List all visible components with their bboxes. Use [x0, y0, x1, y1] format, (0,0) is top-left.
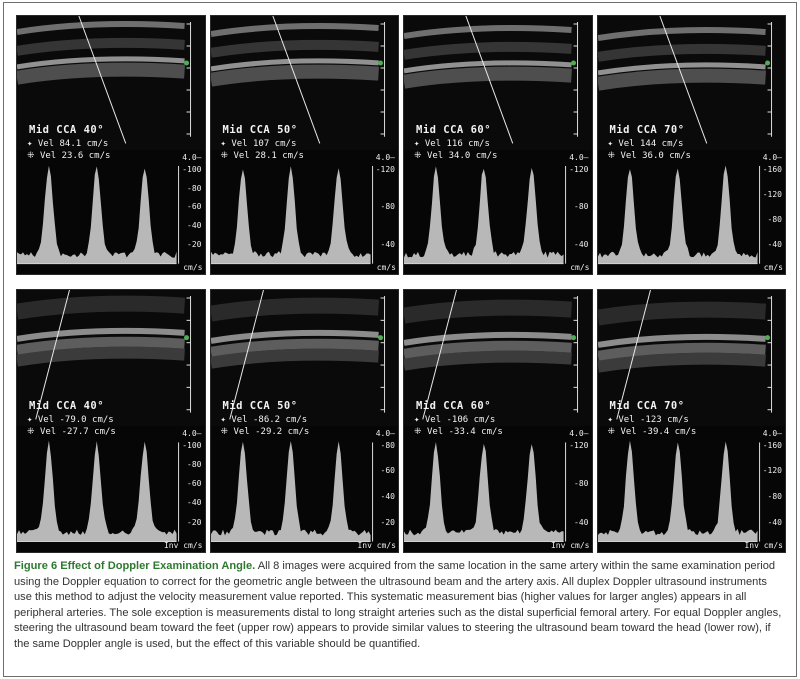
scale-top-label: 4.0– [182, 429, 201, 438]
velocity-scale: 4.0– -120 -80 -40 [559, 429, 589, 534]
scale-top-label: 4.0– [376, 153, 395, 162]
end-velocity-readout: ⁜ Vel -27.7 cm/s [27, 427, 116, 437]
bottom-row: Mid CCA 40° ✦ Vel -79.0 cm/s ⁜ Vel -27.7 c… [16, 289, 786, 553]
scale-tick-label: -120 [569, 441, 588, 450]
scale-tick-label: -60 [187, 479, 201, 488]
velocity-unit: cm/s [377, 263, 396, 272]
scale-top-label: 4.0– [569, 429, 588, 438]
end-velocity-readout: ⁜ Vel -33.4 cm/s [414, 427, 503, 437]
panel-title: Mid CCA 50° [223, 400, 298, 412]
scale-tick-label: -120 [569, 165, 588, 174]
scale-tick-label: -80 [187, 460, 201, 469]
scale-tick-label: -60 [381, 466, 395, 475]
scale-top-label: 4.0– [376, 429, 395, 438]
velocity-unit: cm/s [570, 263, 589, 272]
caption-text: All 8 images were acquired from the same… [14, 560, 781, 650]
velocity-unit: Inv cm/s [744, 541, 783, 550]
peak-velocity-readout: ✦ Vel 84.1 cm/s [27, 139, 108, 149]
caption-label: Figure 6 [14, 560, 57, 572]
scale-tick-label: -80 [574, 479, 588, 488]
scale-tick-label: -40 [768, 240, 782, 249]
scale-tick-label: -160 [763, 441, 782, 450]
panel-title: Mid CCA 40° [29, 400, 104, 412]
scale-tick-label: -40 [574, 518, 588, 527]
scale-tick-label: -120 [763, 190, 782, 199]
scale-tick-label: -40 [187, 498, 201, 507]
velocity-unit: Inv cm/s [357, 541, 396, 550]
caption-title: Effect of Doppler Examination Angle [60, 560, 252, 572]
panel-title: Mid CCA 40° [29, 124, 104, 136]
ultrasound-panel: Mid CCA 40° ✦ Vel -79.0 cm/s ⁜ Vel -27.7 c… [16, 289, 206, 553]
end-velocity-readout: ⁜ Vel 34.0 cm/s [414, 151, 497, 161]
scale-tick-label: -40 [381, 240, 395, 249]
ultrasound-panel: Mid CCA 40° ✦ Vel 84.1 cm/s ⁜ Vel 23.6 cm/… [16, 15, 206, 275]
scale-tick-label: -60 [187, 202, 201, 211]
scale-tick-label: -120 [376, 165, 395, 174]
scale-top-label: 4.0– [763, 429, 782, 438]
velocity-scale: 4.0– -100 -80 -60 -40 -20 [172, 153, 202, 256]
ultrasound-panel: Mid CCA 50° ✦ Vel 107 cm/s ⁜ Vel 28.1 cm/s… [210, 15, 400, 275]
scale-tick-label: -160 [763, 165, 782, 174]
peak-velocity-readout: ✦ Vel -106 cm/s [414, 415, 495, 425]
velocity-unit: Inv cm/s [551, 541, 590, 550]
ultrasound-panel: Mid CCA 70° ✦ Vel -123 cm/s ⁜ Vel -39.4 cm… [597, 289, 787, 553]
scale-tick-label: -120 [763, 466, 782, 475]
velocity-scale: 4.0– -160 -120 -80 -40 [752, 153, 782, 256]
peak-velocity-readout: ✦ Vel -123 cm/s [608, 415, 689, 425]
scale-top-label: 4.0– [763, 153, 782, 162]
scale-tick-label: -100 [182, 165, 201, 174]
scale-tick-label: -80 [381, 202, 395, 211]
velocity-scale: 4.0– -120 -80 -40 [559, 153, 589, 256]
panel-title: Mid CCA 70° [610, 124, 685, 136]
panel-title: Mid CCA 50° [223, 124, 298, 136]
peak-velocity-readout: ✦ Vel -79.0 cm/s [27, 415, 114, 425]
velocity-scale: 4.0– -120 -80 -40 [365, 153, 395, 256]
peak-velocity-readout: ✦ Vel 107 cm/s [221, 139, 297, 149]
velocity-unit: cm/s [183, 263, 202, 272]
scale-tick-label: -100 [182, 441, 201, 450]
scale-tick-label: -80 [574, 202, 588, 211]
ultrasound-panel: Mid CCA 50° ✦ Vel -86.2 cm/s ⁜ Vel -29.2 c… [210, 289, 400, 553]
peak-velocity-readout: ✦ Vel 116 cm/s [414, 139, 490, 149]
end-velocity-readout: ⁜ Vel 36.0 cm/s [608, 151, 691, 161]
peak-velocity-readout: ✦ Vel -86.2 cm/s [221, 415, 308, 425]
figure: Mid CCA 40° ✦ Vel 84.1 cm/s ⁜ Vel 23.6 cm/… [3, 2, 797, 677]
top-row: Mid CCA 40° ✦ Vel 84.1 cm/s ⁜ Vel 23.6 cm/… [16, 15, 786, 275]
end-velocity-readout: ⁜ Vel 28.1 cm/s [221, 151, 304, 161]
scale-tick-label: -80 [187, 184, 201, 193]
end-velocity-readout: ⁜ Vel -39.4 cm/s [608, 427, 697, 437]
scale-tick-label: -80 [768, 215, 782, 224]
velocity-scale: 4.0– -100 -80 -60 -40 -20 [172, 429, 202, 534]
scale-tick-label: -20 [187, 240, 201, 249]
scale-tick-label: -20 [187, 518, 201, 527]
scale-tick-label: -20 [381, 518, 395, 527]
scale-top-label: 4.0– [569, 153, 588, 162]
end-velocity-readout: ⁜ Vel 23.6 cm/s [27, 151, 110, 161]
ultrasound-panel: Mid CCA 70° ✦ Vel 144 cm/s ⁜ Vel 36.0 cm/s… [597, 15, 787, 275]
velocity-scale: 4.0– -160 -120 -80 -40 [752, 429, 782, 534]
velocity-scale: 4.0– -80 -60 -40 -20 [365, 429, 395, 534]
velocity-unit: cm/s [764, 263, 783, 272]
scale-tick-label: -80 [381, 441, 395, 450]
scale-tick-label: -80 [768, 492, 782, 501]
scale-tick-label: -40 [381, 492, 395, 501]
ultrasound-panel: Mid CCA 60° ✦ Vel 116 cm/s ⁜ Vel 34.0 cm/s… [403, 15, 593, 275]
scale-tick-label: -40 [768, 518, 782, 527]
peak-velocity-readout: ✦ Vel 144 cm/s [608, 139, 684, 149]
velocity-unit: Inv cm/s [164, 541, 203, 550]
scale-top-label: 4.0– [182, 153, 201, 162]
scale-tick-label: -40 [574, 240, 588, 249]
scale-tick-label: -40 [187, 221, 201, 230]
end-velocity-readout: ⁜ Vel -29.2 cm/s [221, 427, 310, 437]
panel-title: Mid CCA 60° [416, 124, 491, 136]
figure-caption: Figure 6 Effect of Doppler Examination A… [14, 559, 786, 653]
ultrasound-panel: Mid CCA 60° ✦ Vel -106 cm/s ⁜ Vel -33.4 cm… [403, 289, 593, 553]
panel-title: Mid CCA 70° [610, 400, 685, 412]
panel-title: Mid CCA 60° [416, 400, 491, 412]
